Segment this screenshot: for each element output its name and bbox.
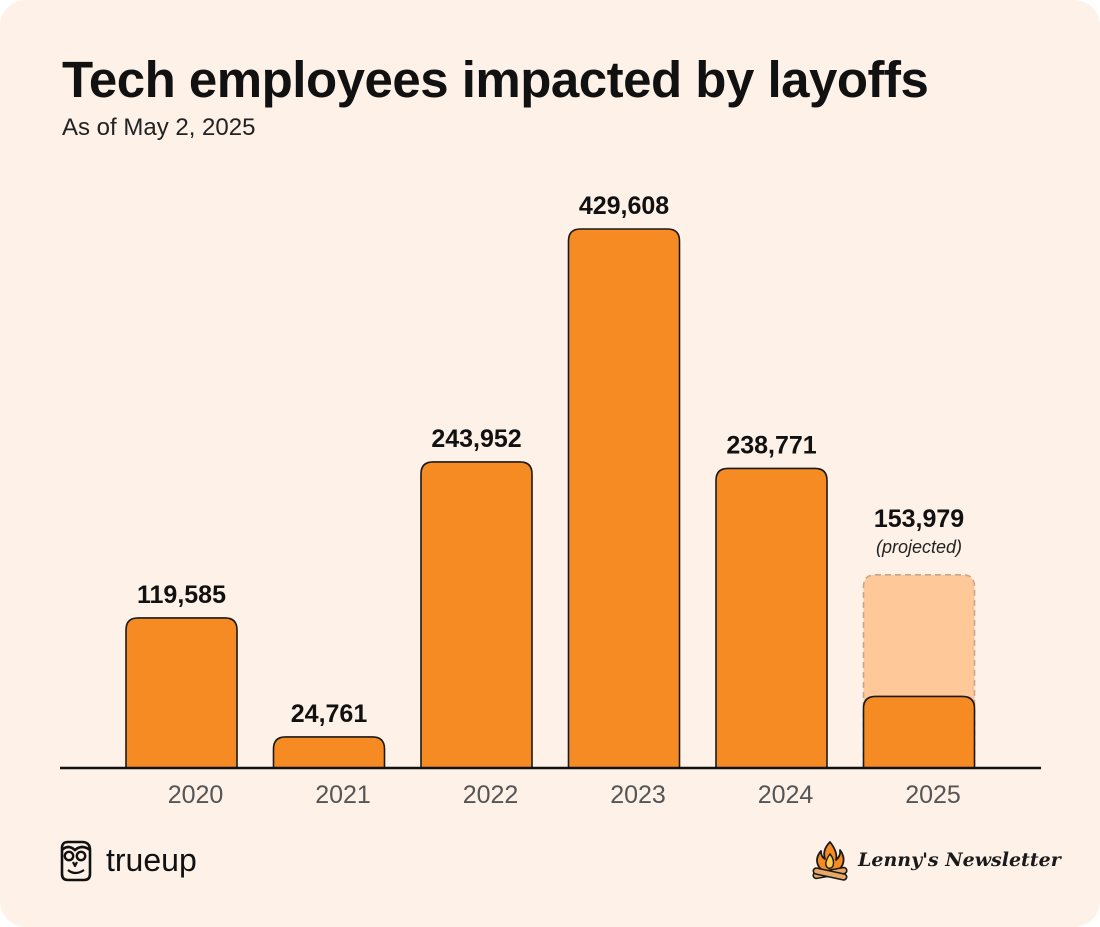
bar-2021: [272, 736, 386, 769]
trueup-brand: trueup: [58, 838, 197, 882]
lennys-newsletter-brand: Lenny's Newsletter: [810, 838, 1061, 882]
bar-value-label-2020: 119,585: [137, 581, 226, 609]
bar-value-label-2023: 429,608: [579, 192, 669, 220]
x-tick-label-2023: 2023: [610, 781, 666, 809]
x-tick-label-2025: 2025: [905, 781, 961, 809]
bar-2023: [567, 228, 681, 769]
x-tick-label-2021: 2021: [315, 781, 371, 809]
x-tick-label-2020: 2020: [168, 781, 224, 809]
bar-2025: [862, 695, 976, 769]
bar-note-2025: (projected): [876, 537, 962, 557]
x-tick-label-2022: 2022: [463, 781, 519, 809]
bar-2020: [125, 617, 238, 769]
bar-value-label-2025: 153,979: [874, 505, 964, 533]
chart-subtitle: As of May 2, 2025: [62, 114, 256, 141]
lennys-newsletter-wordmark: Lenny's Newsletter: [858, 849, 1061, 871]
bar-2022: [420, 461, 533, 769]
bar-value-label-2024: 238,771: [726, 431, 816, 459]
owl-icon: [60, 840, 92, 882]
trueup-wordmark: trueup: [106, 841, 197, 878]
bar-2024: [715, 467, 828, 769]
x-tick-label-2024: 2024: [758, 781, 814, 809]
bar-chart: 119,585 2020 24,761 2021 243,952 2022 429,608 2…: [60, 192, 1041, 809]
bar-value-label-2022: 243,952: [431, 425, 521, 453]
campfire-icon: [812, 841, 848, 881]
chart-title: Tech employees impacted by layoffs: [62, 51, 929, 108]
bar-value-label-2021: 24,761: [291, 700, 368, 728]
